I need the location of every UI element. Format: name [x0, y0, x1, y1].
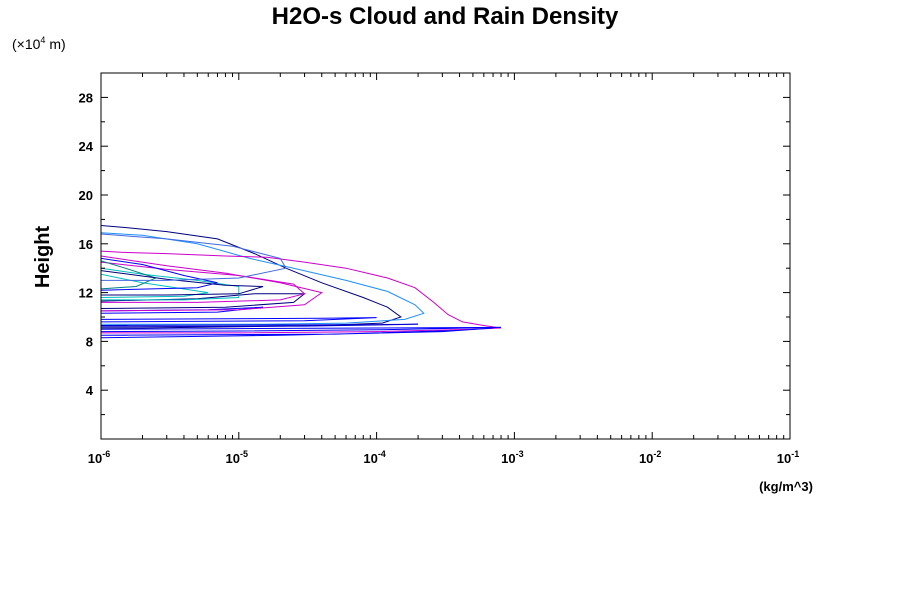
series-line-16 — [101, 233, 287, 281]
y-axis-label: Height — [32, 226, 54, 289]
y-tick-label: 28 — [79, 90, 93, 105]
y-tick-label: 4 — [86, 383, 94, 398]
x-tick-label-base: 10 — [88, 451, 102, 466]
x-tick-label: 10-2 — [639, 449, 661, 466]
series-line-6 — [101, 317, 377, 323]
series-line-11 — [101, 267, 240, 301]
series-line-9 — [101, 255, 323, 312]
x-tick-label-exp: -6 — [102, 449, 110, 459]
x-tick-label-exp: -4 — [378, 449, 386, 459]
series-line-3 — [101, 250, 502, 334]
x-tick-label-base: 10 — [363, 451, 377, 466]
series-line-5 — [101, 327, 494, 339]
series-line-10 — [101, 261, 306, 303]
series-line-8 — [101, 293, 306, 309]
y-scale-note-suffix: m) — [45, 36, 65, 52]
y-scale-note: (×104 m) — [12, 35, 66, 52]
y-scale-note-exp: 4 — [40, 35, 45, 45]
plot-frame — [100, 72, 791, 440]
y-tick-label: 12 — [79, 286, 93, 301]
x-tick-label-base: 10 — [639, 451, 653, 466]
series-line-15 — [101, 270, 264, 296]
x-tick-label: 10-5 — [226, 449, 248, 466]
y-tick-label: 20 — [79, 188, 93, 203]
x-axis-unit-label: (kg/m^3) — [759, 479, 813, 494]
y-tick-label: 8 — [86, 334, 93, 349]
series-line-4 — [101, 326, 502, 333]
series-line-2 — [101, 232, 425, 325]
x-tick-label-exp: -1 — [791, 449, 799, 459]
x-tick-label: 10-4 — [363, 449, 385, 466]
x-tick-label-base: 10 — [501, 451, 515, 466]
y-scale-note-prefix: (×10 — [12, 36, 41, 52]
chart-title: H2O-s Cloud and Rain Density — [272, 3, 619, 30]
x-tick-label-exp: -3 — [516, 449, 524, 459]
plot-area — [101, 225, 502, 339]
x-tick-label-base: 10 — [226, 451, 240, 466]
series-line-17 — [101, 323, 419, 328]
x-tick-label-exp: -2 — [653, 449, 661, 459]
x-tick-label-exp: -5 — [240, 449, 248, 459]
y-tick-label: 16 — [79, 237, 93, 252]
x-tick-label-base: 10 — [777, 451, 791, 466]
y-tick-label: 24 — [79, 139, 94, 154]
x-tick-label: 10-1 — [777, 449, 799, 466]
x-tick-label: 10-3 — [501, 449, 523, 466]
x-tick-label: 10-6 — [88, 449, 110, 466]
